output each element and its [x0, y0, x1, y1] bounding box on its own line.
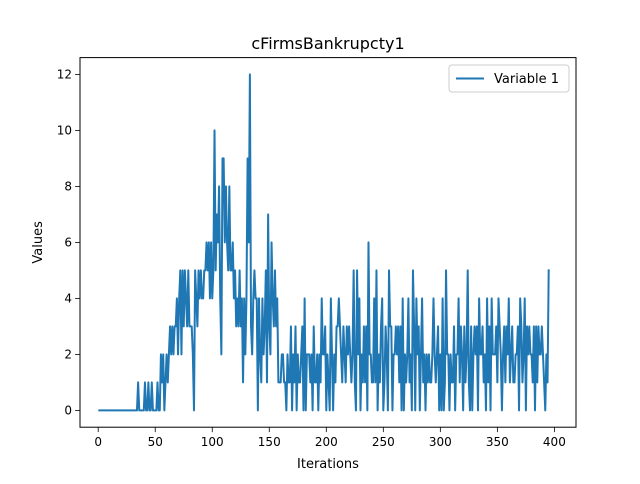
- chart-title: cFirmsBankrupcty1: [251, 34, 404, 53]
- plot-area: [98, 73, 550, 412]
- x-tick-label: 350: [486, 435, 509, 449]
- x-tick-label: 50: [148, 435, 163, 449]
- x-tick-label: 300: [429, 435, 452, 449]
- legend-box: [448, 64, 570, 93]
- series-line-variable-1: [98, 73, 550, 412]
- y-tick-label: 10: [57, 124, 72, 138]
- x-axis-ticks: 0 50 100 150 200 250 300 350 400: [94, 427, 566, 449]
- y-tick-label: 8: [64, 180, 72, 194]
- y-tick-label: 0: [64, 404, 72, 418]
- y-tick-label: 4: [64, 292, 72, 306]
- y-axis-label: Values: [31, 221, 46, 264]
- x-axis-label: Iterations: [297, 457, 359, 472]
- x-tick-label: 0: [94, 435, 102, 449]
- legend: Variable 1: [448, 64, 570, 93]
- x-tick-label: 250: [372, 435, 395, 449]
- x-tick-label: 200: [315, 435, 338, 449]
- legend-label: Variable 1: [494, 72, 559, 87]
- x-tick-label: 100: [201, 435, 224, 449]
- y-tick-label: 6: [64, 236, 72, 250]
- x-tick-label: 400: [543, 435, 566, 449]
- y-tick-label: 2: [64, 348, 72, 362]
- y-axis-ticks: 0 2 4 6 8 10 12: [57, 68, 80, 418]
- x-tick-label: 150: [258, 435, 281, 449]
- y-tick-label: 12: [57, 68, 72, 82]
